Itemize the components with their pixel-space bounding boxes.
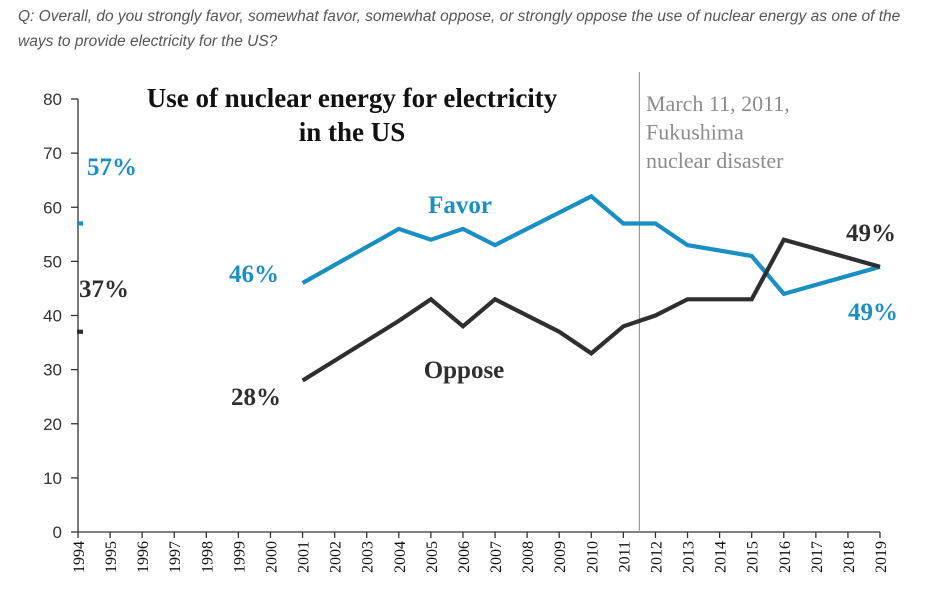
series-lines — [77, 193, 881, 383]
y-tick-label: 20 — [43, 415, 62, 434]
series-name-favor: Favor — [428, 192, 492, 219]
data-label-oppose: 49% — [846, 220, 896, 247]
x-tick-label: 2008 — [520, 541, 537, 573]
event-annotation-line: March 11, 2011, — [646, 91, 790, 116]
x-tick-label: 1994 — [71, 541, 88, 573]
y-tick-label: 30 — [43, 361, 62, 380]
y-tick-label: 80 — [43, 90, 62, 109]
y-tick-label: 10 — [43, 469, 62, 488]
axes: 0 10 20 30 40 50 60 70 80 1994 1995 1996 1997 1998 199… — [43, 90, 890, 573]
x-tick-label: 1998 — [199, 541, 216, 573]
x-tick-label: 2011 — [616, 541, 633, 572]
event-annotation-line: Fukushima — [646, 120, 744, 145]
x-tick-label: 1995 — [103, 541, 120, 573]
y-tick-label: 60 — [43, 198, 62, 217]
x-tick-label: 2013 — [681, 541, 698, 573]
x-tick-label: 2004 — [392, 541, 409, 573]
x-tick-label: 1996 — [135, 541, 152, 573]
x-tick-label: 2014 — [713, 541, 730, 573]
chart-title-line-2: in the US — [299, 117, 406, 147]
data-label-favor: 46% — [229, 261, 279, 288]
x-tick-label: 2009 — [552, 541, 569, 573]
y-tick-label: 50 — [43, 252, 62, 271]
x-tick-label: 2006 — [456, 541, 473, 573]
series-name-oppose: Oppose — [424, 357, 505, 384]
x-tick-label: 1997 — [167, 541, 184, 573]
x-tick-label: 2007 — [488, 541, 505, 573]
data-label-oppose: 28% — [231, 384, 281, 411]
x-tick-label: 2005 — [424, 541, 441, 573]
x-tick-label: 2010 — [584, 541, 601, 573]
data-label-oppose: 37% — [79, 276, 129, 303]
x-tick-label: 2001 — [296, 541, 313, 573]
x-tick-label: 2002 — [328, 541, 345, 573]
x-tick-label: 2003 — [360, 541, 377, 573]
y-tick-label: 0 — [53, 523, 62, 542]
y-tick-label: 70 — [43, 144, 62, 163]
x-tick-label: 2016 — [777, 541, 794, 573]
series-line-oppose — [301, 237, 881, 383]
x-tick-label: 2015 — [745, 541, 762, 573]
x-tick-label: 2019 — [873, 541, 890, 573]
x-tick-label: 2000 — [263, 541, 280, 573]
chart-title-line-1: Use of nuclear energy for electricity — [147, 83, 558, 113]
data-label-favor: 49% — [848, 299, 898, 326]
x-tick-label: 2012 — [648, 541, 665, 573]
event-annotation-line: nuclear disaster — [646, 148, 784, 173]
question-text: Q: Overall, do you strongly favor, somew… — [18, 8, 901, 50]
x-tick-label: 2018 — [841, 541, 858, 573]
x-tick-label: 2017 — [809, 541, 826, 573]
text-labels: Use of nuclear energy for electricity in … — [79, 83, 898, 411]
y-tick-label: 40 — [43, 307, 62, 326]
series-line-favor — [301, 193, 881, 297]
data-label-favor: 57% — [87, 154, 137, 181]
x-tick-label: 1999 — [231, 541, 248, 573]
event-marker: March 11, 2011, Fukushima nuclear disaster — [638, 72, 790, 532]
